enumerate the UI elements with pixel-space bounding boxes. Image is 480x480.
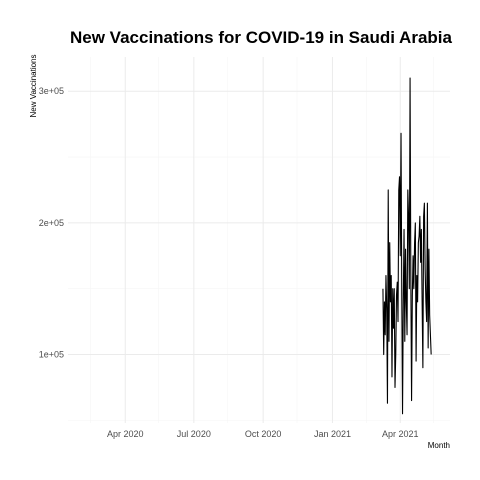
x-tick-label: Apr 2020 [107, 429, 144, 439]
x-axis-ticks: Apr 2020 Jul 2020 Oct 2020 Jan 2021 Apr 2021 [107, 429, 419, 439]
x-tick-label: Jan 2021 [314, 429, 351, 439]
x-tick-label: Oct 2020 [245, 429, 282, 439]
chart-title: New Vaccinations for COVID-19 in Saudi A… [70, 28, 453, 47]
y-axis-ticks: 1e+05 2e+05 3e+05 [39, 86, 64, 359]
x-tick-label: Apr 2021 [382, 429, 419, 439]
y-tick-label: 3e+05 [39, 86, 64, 96]
grid-layer [68, 57, 450, 423]
y-tick-label: 2e+05 [39, 218, 64, 228]
x-tick-label: Jul 2020 [177, 429, 211, 439]
series-line [382, 77, 432, 415]
line-layer [382, 77, 432, 415]
y-tick-label: 1e+05 [39, 350, 64, 360]
x-axis-label: Month [428, 441, 450, 450]
y-axis-label: New Vaccinations [29, 55, 38, 118]
